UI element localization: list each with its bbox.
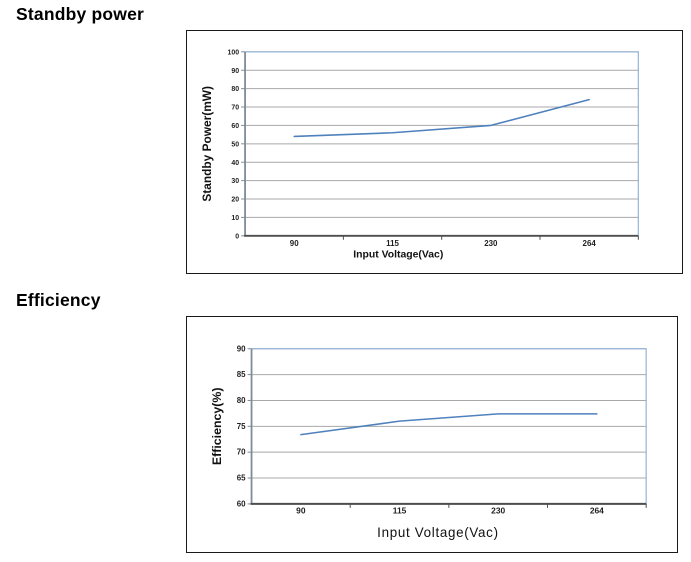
- y-tick-label: 50: [231, 141, 239, 148]
- y-tick-label: 90: [237, 344, 246, 353]
- x-tick-label: 230: [491, 505, 505, 515]
- efficiency-chart-frame: 60 65 70 75 80 85 90 90 115 230 264 Efficiency(%) In…: [186, 316, 678, 553]
- y-axis-title: Standby Power(mW): [200, 86, 214, 202]
- x-tick-label: 115: [386, 239, 399, 248]
- efficiency-chart: 60 65 70 75 80 85 90 90 115 230 264 Efficiency(%) In…: [210, 344, 647, 540]
- y-tick-label: 80: [237, 396, 246, 405]
- y-tick-label: 40: [231, 160, 239, 167]
- y-tick-label: 100: [228, 49, 240, 56]
- y-tick-label: 65: [237, 474, 246, 483]
- x-tick-label: 115: [393, 505, 407, 515]
- series-line: [293, 98, 590, 138]
- y-tick-label: 60: [231, 123, 239, 130]
- y-tick-label: 80: [231, 86, 239, 93]
- standby-power-chart-frame: 0 10 20 30 40 50 60 70 80 90 100 90 115 230 264 Standby…: [186, 30, 683, 274]
- y-tick-label: 70: [237, 448, 246, 457]
- y-tick-label: 85: [237, 370, 246, 379]
- efficiency-heading: Efficiency: [16, 290, 101, 310]
- y-tick-label: 70: [231, 105, 239, 112]
- standby-power-heading: Standby power: [16, 4, 145, 24]
- x-tick-label: 264: [583, 239, 597, 248]
- x-tick-label: 264: [590, 505, 604, 515]
- series-line: [300, 413, 598, 436]
- y-tick-label: 90: [231, 68, 239, 75]
- x-tick-label: 90: [290, 239, 299, 248]
- y-tick-label: 0: [235, 233, 239, 240]
- y-tick-label: 30: [231, 178, 239, 185]
- x-tick-label: 230: [484, 239, 498, 248]
- y-tick-label: 10: [231, 215, 239, 222]
- x-axis-title: Input Voltage(Vac): [353, 250, 443, 261]
- y-tick-label: 20: [231, 197, 239, 204]
- y-axis-title: Efficiency(%): [210, 387, 224, 465]
- y-tick-label: 75: [237, 422, 246, 431]
- standby-power-chart: 0 10 20 30 40 50 60 70 80 90 100 90 115 230 264 Standby…: [200, 49, 639, 261]
- x-tick-label: 90: [296, 505, 306, 515]
- x-axis-title: Input Voltage(Vac): [377, 525, 499, 540]
- y-tick-label: 60: [237, 499, 246, 508]
